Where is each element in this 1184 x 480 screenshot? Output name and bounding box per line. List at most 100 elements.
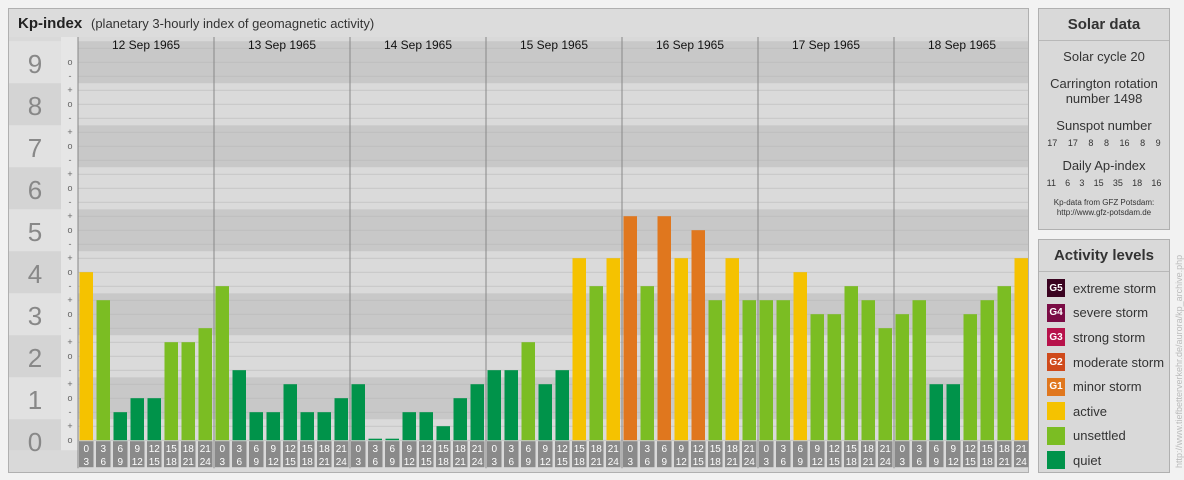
- hour-end-label: 21: [727, 457, 739, 468]
- sunspot-value: 17: [1067, 138, 1078, 148]
- sub-tick-label: +: [67, 421, 72, 431]
- hour-label-box: [606, 441, 621, 468]
- hour-end-label: 6: [644, 457, 650, 468]
- legend-item: quiet: [1039, 448, 1169, 473]
- activity-levels-title: Activity levels: [1039, 240, 1169, 272]
- hour-end-label: 24: [1016, 457, 1028, 468]
- kp-bar: [504, 370, 518, 441]
- hour-start-label: 18: [727, 444, 739, 455]
- hour-label-box: [385, 441, 400, 468]
- kp-bar: [776, 300, 790, 441]
- kp-bar: [300, 412, 314, 441]
- hour-start-label: 0: [763, 444, 769, 455]
- date-label: 14 Sep 1965: [384, 38, 452, 52]
- kp-bar: [164, 342, 178, 441]
- hour-start-label: 6: [253, 444, 259, 455]
- level-label-band: [9, 251, 61, 294]
- hour-start-label: 18: [183, 444, 195, 455]
- kp-level-label: 1: [28, 385, 42, 415]
- hour-end-label: 18: [710, 457, 722, 468]
- ap-value: 15: [1093, 178, 1104, 188]
- hour-label-box: [402, 441, 417, 468]
- kp-bar: [708, 300, 722, 441]
- sub-tick-label: +: [67, 169, 72, 179]
- kp-bar: [725, 258, 739, 441]
- hour-end-label: 9: [797, 457, 803, 468]
- kp-bar: [215, 286, 229, 441]
- data-credit: Kp-data from GFZ Potsdam:: [1053, 198, 1155, 207]
- legend-label: quiet: [1073, 452, 1102, 468]
- sub-tick-label: o: [67, 309, 72, 319]
- kp-bar: [249, 412, 263, 441]
- kp-bar: [878, 328, 892, 441]
- hour-label-box: [640, 441, 655, 468]
- hour-end-label: 9: [389, 457, 395, 468]
- kp-bar: [963, 314, 977, 441]
- hour-label-box: [249, 441, 264, 468]
- hour-start-label: 6: [797, 444, 803, 455]
- hour-start-label: 6: [389, 444, 395, 455]
- sub-tick-label: -: [69, 71, 72, 81]
- legend-swatch: G1: [1047, 377, 1065, 396]
- hour-start-label: 6: [117, 444, 123, 455]
- sunspot-label: Sunspot number: [1056, 118, 1152, 133]
- hour-label-box: [504, 441, 519, 468]
- legend-swatch: G3: [1047, 328, 1065, 347]
- kp-bar-chart: 0123456789o+-o+-o+-o+-o+-o+-o+-o+-o+-o12…: [9, 37, 1029, 469]
- hour-start-label: 18: [319, 444, 331, 455]
- legend-swatch: [1047, 451, 1065, 470]
- hour-start-label: 12: [285, 444, 297, 455]
- hour-label-box: [963, 441, 978, 468]
- data-credit-url[interactable]: http://www.gfz-potsdam.de: [1056, 208, 1152, 217]
- hour-start-label: 9: [270, 444, 276, 455]
- legend-item: G3 strong storm: [1039, 325, 1169, 350]
- hour-label-box: [572, 441, 587, 468]
- sunspot-value: 17: [1047, 138, 1058, 148]
- kp-bar: [606, 258, 620, 441]
- kp-bar: [147, 398, 161, 441]
- kp-bar: [402, 412, 416, 441]
- hour-end-label: 18: [166, 457, 178, 468]
- hour-end-label: 6: [372, 457, 378, 468]
- level-label-band: [9, 293, 61, 336]
- hour-end-label: 12: [812, 457, 824, 468]
- hour-end-label: 3: [355, 457, 361, 468]
- hour-label-box: [351, 441, 366, 468]
- hour-label-box: [79, 441, 94, 468]
- hour-end-label: 15: [557, 457, 569, 468]
- kp-level-label: 2: [28, 343, 42, 373]
- kp-level-label: 4: [28, 259, 42, 289]
- sub-tick-label: +: [67, 253, 72, 263]
- hour-label-box: [827, 441, 842, 468]
- hour-label-box: [436, 441, 451, 468]
- hour-end-label: 3: [83, 457, 89, 468]
- hour-label-box: [164, 441, 179, 468]
- hour-label-box: [198, 441, 213, 468]
- kp-bar: [453, 398, 467, 441]
- kp-bar: [623, 216, 637, 441]
- hour-end-label: 6: [508, 457, 514, 468]
- hour-label-box: [861, 441, 876, 468]
- hour-start-label: 3: [916, 444, 922, 455]
- date-label: 18 Sep 1965: [928, 38, 996, 52]
- hour-start-label: 21: [608, 444, 620, 455]
- legend-item: G1 minor storm: [1039, 374, 1169, 399]
- hour-end-label: 3: [627, 457, 633, 468]
- hour-start-label: 15: [846, 444, 858, 455]
- hour-start-label: 12: [421, 444, 433, 455]
- sub-tick-label: o: [67, 141, 72, 151]
- kp-level-label: 7: [28, 133, 42, 163]
- sub-tick-label: o: [67, 99, 72, 109]
- hour-end-label: 15: [149, 457, 161, 468]
- sub-tick-label: -: [69, 281, 72, 291]
- kp-bar: [895, 314, 909, 441]
- hour-label-box: [997, 441, 1012, 468]
- hour-label-box: [215, 441, 230, 468]
- hour-end-label: 24: [744, 457, 756, 468]
- legend-swatch: [1047, 402, 1065, 421]
- hour-start-label: 6: [525, 444, 531, 455]
- legend-swatch: G4: [1047, 303, 1065, 322]
- hour-label-box: [742, 441, 757, 468]
- hour-end-label: 21: [183, 457, 195, 468]
- hour-end-label: 3: [763, 457, 769, 468]
